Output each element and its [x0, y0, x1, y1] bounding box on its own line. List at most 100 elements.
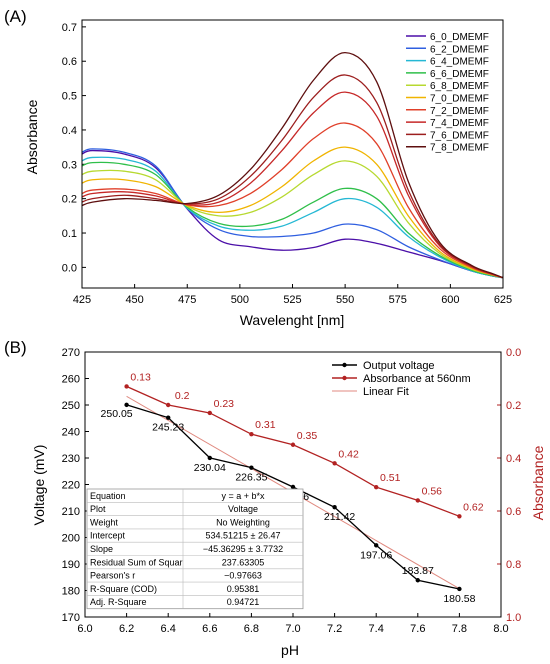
absorbance-point	[290, 442, 296, 447]
panel-b-right-y-ticks: 0.0 0.2 0.4 0.6 0.8 1.0	[497, 347, 521, 624]
x-tick-label: 6.8	[244, 623, 259, 635]
panel-a-plot-frame	[81, 19, 504, 289]
voltage-data-label: 245.23	[152, 422, 184, 434]
right-y-tick-label: 0.8	[506, 559, 521, 571]
absorbance-point	[124, 384, 129, 389]
x-tick-label: 575	[389, 294, 407, 306]
y-tick-label: 0.6	[62, 56, 77, 68]
x-tick-label: 7.0	[285, 623, 300, 635]
voltage-data-label: 183.87	[402, 565, 434, 577]
fit-table-key: Weight	[90, 517, 118, 527]
fit-table-key: Equation	[90, 491, 126, 501]
panel-b-right-y-axis-title: Absorbance	[530, 445, 546, 520]
panel-a-label: (A)	[4, 7, 27, 26]
voltage-data-label: 197.06	[360, 549, 392, 561]
absorbance-point	[415, 498, 420, 503]
fit-table-value: y = a + b*x	[221, 491, 265, 501]
panel-a-y-ticks: 0.0 0.1 0.2 0.3 0.4 0.5 0.6 0.7	[62, 22, 86, 274]
fit-table-key: Intercept	[90, 531, 126, 541]
absorbance-data-label: 0.56	[422, 485, 443, 497]
voltage-point	[374, 543, 379, 548]
voltage-data-label: 180.58	[443, 593, 475, 605]
legend-entry: 7_4_DMEMF	[430, 118, 489, 129]
fit-table-key: Residual Sum of Squar	[90, 557, 183, 567]
absorbance-point	[374, 484, 379, 490]
fit-table-value: No Weighting	[216, 517, 270, 527]
legend-entry: 6_4_DMEMF	[430, 57, 489, 68]
y-tick-label: 200	[62, 533, 80, 545]
fit-table-value: 0.95381	[227, 584, 260, 594]
absorbance-point	[249, 431, 254, 437]
legend-entry: Output voltage	[363, 360, 435, 372]
panel-a-y-axis-title: Absorbance	[24, 99, 40, 174]
legend-entry: 6_2_DMEMF	[430, 44, 489, 55]
legend-entry: 7_0_DMEMF	[430, 94, 489, 105]
absorbance-point	[457, 514, 462, 519]
panel-b-x-ticks: 6.0 6.2 6.4 6.6 6.8 7.0 7.2 7.4 7.6 7.8 8.0	[77, 613, 509, 635]
series-line	[81, 122, 504, 279]
legend-entry: 7_8_DMEMF	[430, 143, 489, 154]
y-tick-label: 0.0	[62, 262, 77, 274]
voltage-point	[124, 402, 129, 408]
panel-a-x-ticks: 425 450 475 500 525 550 575 600 625	[73, 284, 512, 306]
y-tick-label: 170	[62, 612, 80, 624]
y-tick-label: 0.1	[62, 228, 77, 240]
fit-table-key: Adj. R-Square	[90, 597, 147, 607]
fit-table-value: 534.51215 ± 26.47	[205, 531, 280, 541]
series-line	[81, 146, 504, 279]
absorbance-data-label: 0.35	[297, 430, 318, 442]
y-tick-label: 240	[62, 427, 80, 439]
x-tick-label: 600	[441, 294, 459, 306]
panel-b: (B) Voltage (mV) Absorbance pH 6.0 6.2 6.4…	[4, 338, 546, 658]
panel-b-y-axis-title: Voltage (mV)	[31, 445, 47, 526]
fit-table-key: Plot	[90, 504, 106, 514]
legend-marker	[342, 375, 347, 381]
absorbance-data-label: 0.51	[380, 472, 401, 484]
series-line	[81, 156, 504, 279]
panel-b-series: 250.05245.23230.04226.35219.06211.42197.…	[101, 371, 484, 605]
panel-a-x-axis-title: Wavelenght [nm]	[240, 312, 345, 328]
legend-entry: 7_6_DMEMF	[430, 130, 489, 141]
fit-table-key: Slope	[90, 544, 113, 554]
y-tick-label: 210	[62, 506, 80, 518]
absorbance-data-label: 0.62	[463, 501, 484, 513]
y-tick-label: 0.3	[62, 159, 77, 171]
absorbance-point	[166, 402, 171, 408]
panel-b-x-axis-title: pH	[281, 642, 299, 658]
right-y-tick-label: 0.0	[506, 347, 521, 359]
legend-entry: Linear Fit	[363, 386, 409, 398]
fit-table-value: −45.36295 ± 3.7732	[203, 544, 283, 554]
fit-table-frame	[86, 488, 304, 610]
legend-entry: Absorbance at 560nm	[363, 373, 471, 385]
y-tick-label: 220	[62, 480, 80, 492]
y-tick-label: 180	[62, 586, 80, 598]
x-tick-label: 625	[494, 294, 512, 306]
y-tick-label: 0.2	[62, 194, 77, 206]
y-tick-label: 190	[62, 559, 80, 571]
fit-table-key: R-Square (COD)	[90, 584, 157, 594]
panel-b-plot-frame	[84, 351, 502, 618]
x-tick-label: 6.6	[202, 623, 217, 635]
x-tick-label: 8.0	[493, 623, 508, 635]
panel-a-series-lines	[81, 51, 504, 279]
voltage-data-label: 211.42	[324, 511, 355, 523]
legend-entry: 6_8_DMEMF	[430, 81, 489, 92]
legend-entry: 6_0_DMEMF	[430, 32, 489, 43]
voltage-point	[332, 505, 337, 510]
x-tick-label: 550	[336, 294, 354, 306]
y-tick-label: 0.4	[62, 125, 77, 137]
panel-b-label: (B)	[4, 338, 27, 357]
x-tick-label: 500	[231, 294, 249, 306]
voltage-data-label: 250.05	[101, 408, 133, 420]
x-tick-label: 475	[178, 294, 196, 306]
y-tick-label: 0.7	[62, 22, 77, 34]
absorbance-data-label: 0.31	[255, 419, 276, 431]
fit-table-value: Voltage	[228, 504, 258, 514]
absorbance-point	[207, 410, 212, 416]
panel-b-y-ticks: 170 180 190 200 210 220 230 240 250 260 270	[62, 347, 89, 624]
voltage-point	[166, 415, 171, 420]
x-tick-label: 525	[283, 294, 301, 306]
